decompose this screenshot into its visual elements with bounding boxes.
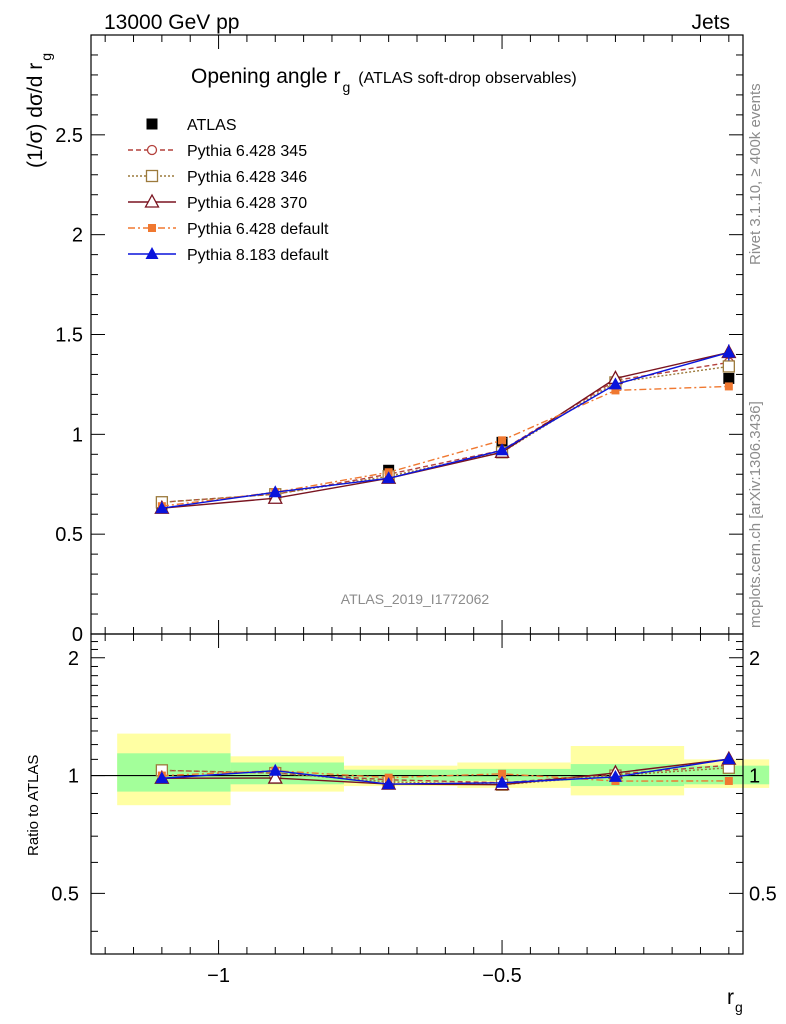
series-0-line xyxy=(161,361,729,503)
y-axis-label: (1/σ) dσ/d rg xyxy=(24,53,54,168)
x-tick-label: −1 xyxy=(207,965,230,987)
series-3-point xyxy=(724,382,733,391)
series-3-point xyxy=(611,386,620,395)
x-tick-label: −0.5 xyxy=(482,965,521,987)
uncertainty-band-green xyxy=(457,768,571,781)
series-0-ratio-line xyxy=(161,764,729,784)
legend-label-series-1: Pythia 6.428 346 xyxy=(187,169,307,186)
ratio-y-tick-label-right: 1 xyxy=(749,766,760,788)
series-4-point xyxy=(382,471,396,484)
ratio-plot: −1 −0.5 0.5 0.5 1 1 2 2 xyxy=(51,634,777,987)
ratio-y-tick-label: 0.5 xyxy=(51,883,79,905)
series-4-point xyxy=(268,485,282,498)
series-4-point xyxy=(155,501,169,514)
legend-label-series-4: Pythia 8.183 default xyxy=(187,247,329,264)
y-tick-label: 2 xyxy=(72,225,83,247)
series-4-ratio-point xyxy=(268,763,282,776)
series-4-ratio-point xyxy=(155,771,169,784)
legend-marker-atlas xyxy=(146,118,158,130)
series-2-ratio-point xyxy=(267,769,283,784)
ratio-y-tick-label-right: 0.5 xyxy=(749,883,777,905)
legend-marker-series-0 xyxy=(146,144,158,156)
y-tick-label-zero: 0 xyxy=(72,624,83,646)
legend: ATLAS Pythia 6.428 345 Pythia 6.428 346 Pyt… xyxy=(128,117,329,264)
legend-marker-series-4 xyxy=(145,247,159,259)
legend-marker-series-1 xyxy=(145,169,159,183)
legend-label-series-2: Pythia 6.428 370 xyxy=(187,195,307,212)
legend-label-series-3: Pythia 6.428 default xyxy=(187,221,329,238)
mcplots-source-label: mcplots.cern.ch [arXiv:1306.3436] xyxy=(747,401,764,628)
main-plot: 0.5 1 1.5 2 2.5 0 xyxy=(55,34,743,646)
series-4-point xyxy=(608,377,622,390)
uncertainty-band-green xyxy=(117,753,231,792)
series-3-ratio-point xyxy=(498,769,507,778)
legend-marker-series-2 xyxy=(144,193,160,208)
data-point-atlas xyxy=(723,372,735,384)
y-tick-label: 0.5 xyxy=(55,524,83,546)
rivet-version-label: Rivet 3.1.10, ≥ 400k events xyxy=(747,83,764,265)
x-axis-label: rg xyxy=(727,986,743,1015)
series-4-ratio-line xyxy=(161,758,729,785)
series-4-ratio-point xyxy=(382,777,396,790)
series-1-point xyxy=(722,360,735,373)
ratio-y-axis-label: Ratio to ATLAS xyxy=(25,755,42,856)
header-energy-label: 13000 GeV pp xyxy=(104,11,239,34)
series-2-ratio-line xyxy=(161,758,729,786)
plot-title: Opening angle r g (ATLAS soft-drop observa… xyxy=(191,65,577,95)
series-4-line xyxy=(161,351,730,509)
series-4-point xyxy=(495,443,509,456)
ratio-y-tick-label-right: 2 xyxy=(749,648,760,670)
ratio-y-tick-label: 2 xyxy=(68,648,79,670)
ratio-plot-frame xyxy=(90,633,744,955)
series-3-point xyxy=(498,436,507,445)
y-tick-label: 2.5 xyxy=(55,125,83,147)
analysis-watermark: ATLAS_2019_I1772062 xyxy=(341,591,490,607)
legend-label-atlas: ATLAS xyxy=(187,117,237,134)
y-tick-label: 1 xyxy=(72,424,83,446)
series-1-line xyxy=(161,365,729,503)
series-4-ratio-point xyxy=(608,769,622,782)
series-3-ratio-point xyxy=(724,776,733,785)
legend-marker-series-3 xyxy=(148,224,156,232)
series-4-ratio-point xyxy=(722,752,736,765)
series-4-ratio-point xyxy=(495,775,509,788)
header-process-label: Jets xyxy=(691,11,730,34)
legend-label-series-0: Pythia 6.428 345 xyxy=(187,143,307,160)
series-2-line xyxy=(161,351,729,509)
ratio-y-tick-label: 1 xyxy=(68,766,79,788)
y-tick-label: 1.5 xyxy=(55,325,83,347)
series-3-line xyxy=(161,385,729,507)
